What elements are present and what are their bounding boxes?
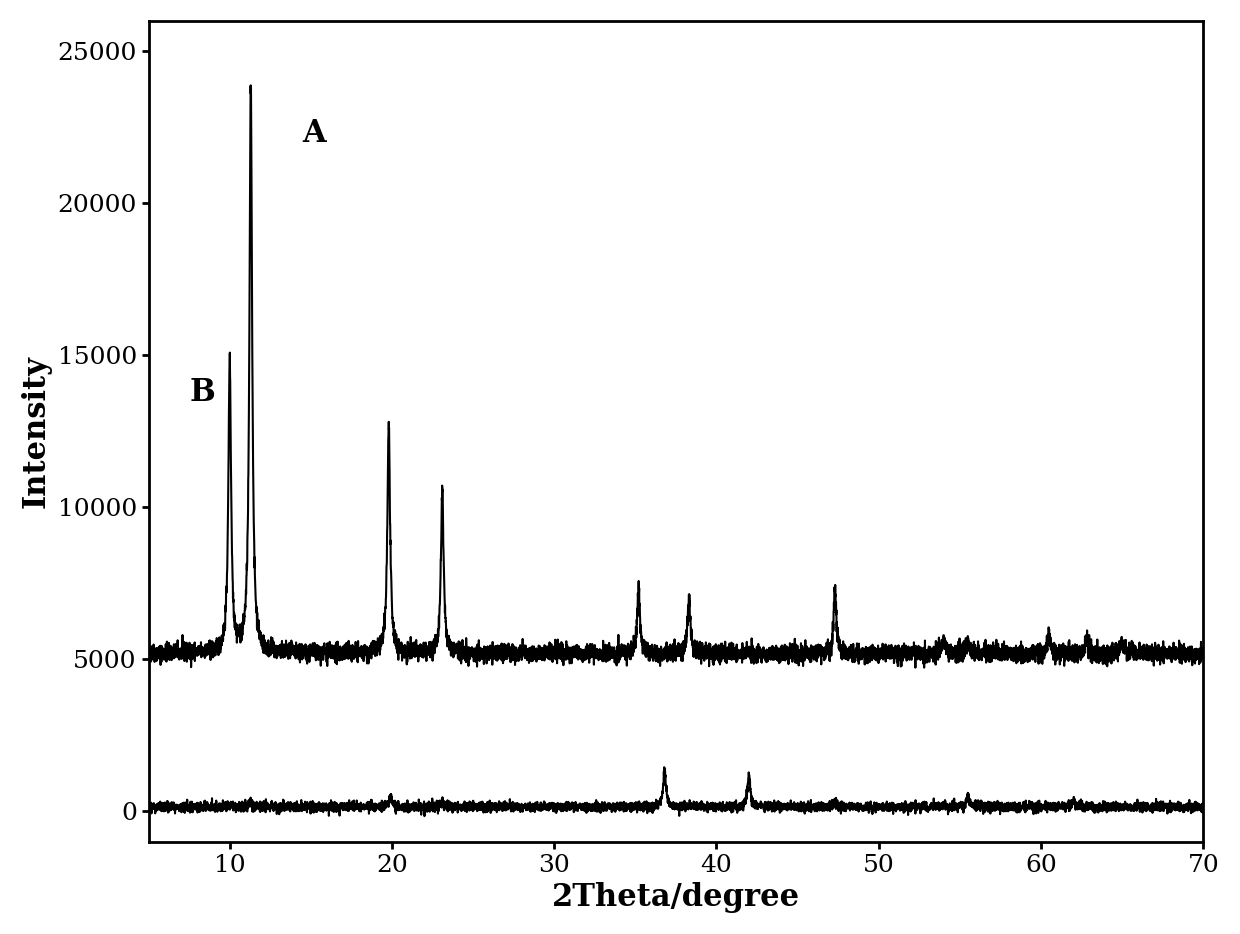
Y-axis label: Intensity: Intensity	[21, 355, 52, 508]
Text: B: B	[190, 377, 215, 408]
X-axis label: 2Theta/degree: 2Theta/degree	[552, 883, 800, 913]
Text: A: A	[303, 119, 326, 149]
